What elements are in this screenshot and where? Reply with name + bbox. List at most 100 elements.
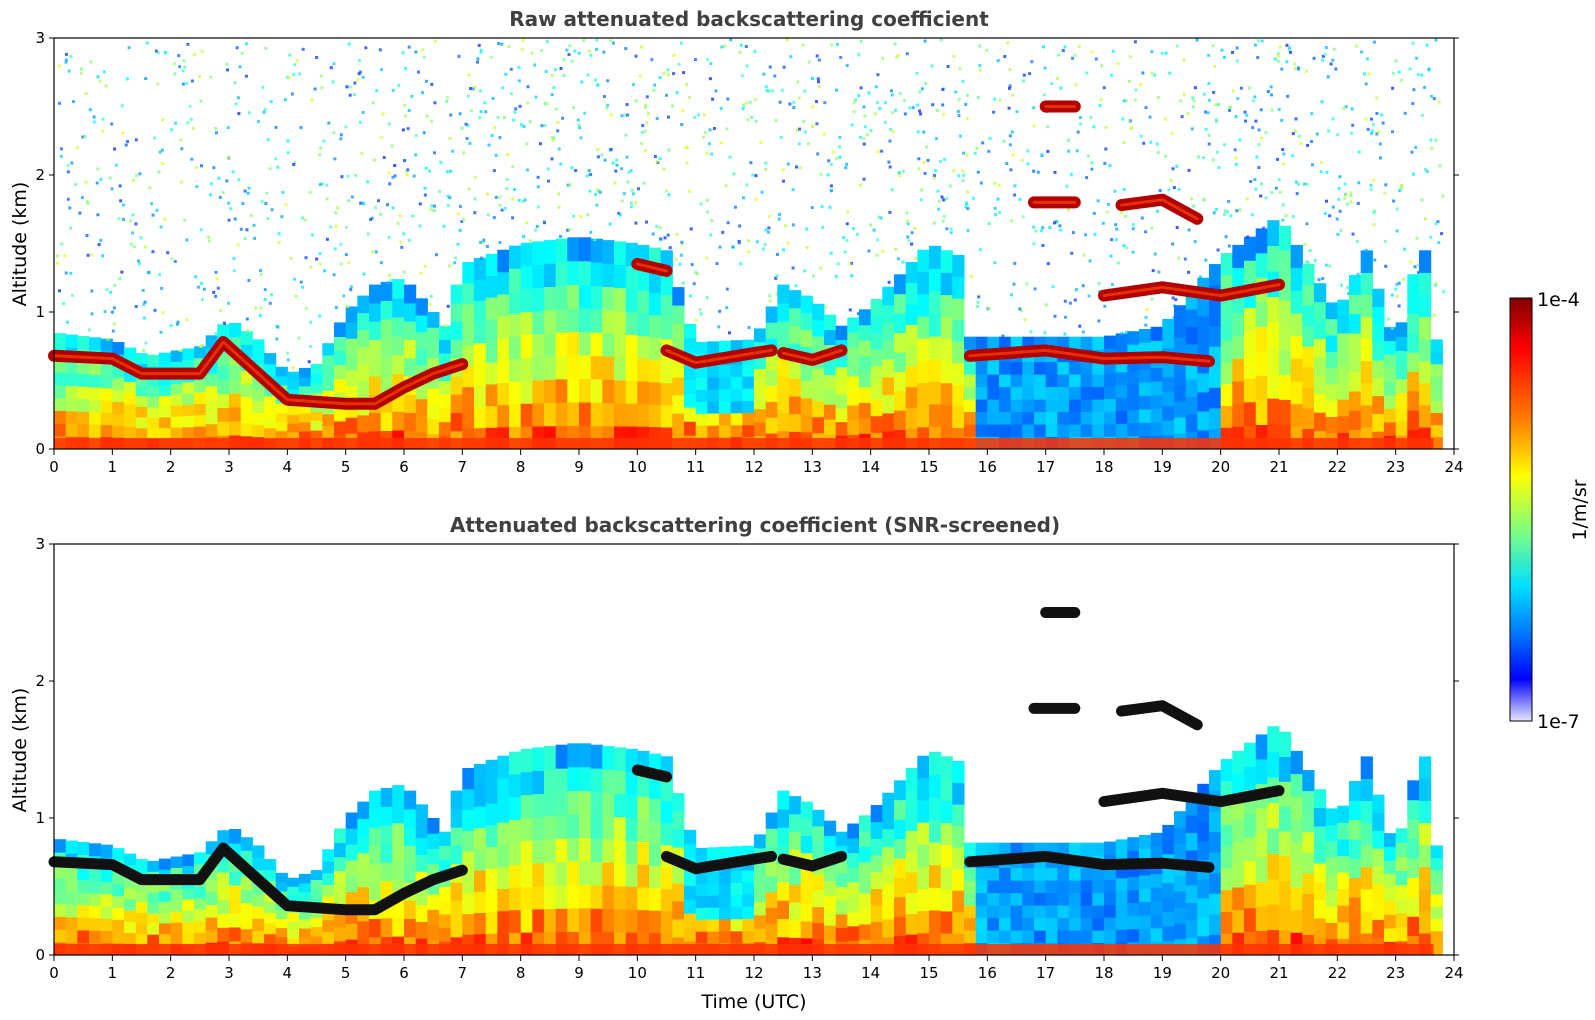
noise-speckle bbox=[301, 285, 304, 289]
aerosol-cell bbox=[77, 386, 90, 400]
noise-speckle bbox=[1376, 130, 1380, 134]
noise-speckle bbox=[1011, 93, 1015, 97]
aerosol-cell bbox=[182, 393, 195, 405]
noise-speckle bbox=[1171, 167, 1175, 171]
aerosol-cell bbox=[1209, 770, 1222, 792]
aerosol-cell bbox=[894, 799, 907, 820]
noise-speckle bbox=[639, 142, 643, 145]
aerosol-cell bbox=[1162, 318, 1175, 334]
aerosol-cell bbox=[532, 908, 545, 933]
noise-speckle bbox=[466, 124, 470, 128]
noise-speckle bbox=[1297, 182, 1300, 186]
noise-speckle bbox=[845, 238, 849, 242]
aerosol-cell bbox=[1127, 876, 1140, 891]
noise-speckle bbox=[768, 215, 772, 218]
noise-speckle bbox=[120, 270, 124, 274]
noise-speckle bbox=[339, 262, 343, 266]
noise-speckle bbox=[658, 76, 662, 80]
noise-speckle bbox=[270, 293, 273, 297]
aerosol-cell bbox=[509, 403, 522, 427]
noise-speckle bbox=[1440, 232, 1444, 236]
noise-speckle bbox=[1008, 67, 1012, 71]
aerosol-cell bbox=[894, 780, 907, 801]
aerosol-cell bbox=[1232, 244, 1245, 269]
aerosol-cell bbox=[1267, 751, 1280, 778]
noise-speckle bbox=[144, 77, 148, 81]
aerosol-cell bbox=[1430, 363, 1443, 377]
noise-speckle bbox=[678, 262, 682, 266]
aerosol-cell bbox=[590, 908, 603, 933]
aerosol-cell bbox=[567, 766, 580, 791]
aerosol-cell bbox=[369, 284, 382, 304]
noise-speckle bbox=[1100, 64, 1104, 68]
aerosol-cell bbox=[672, 377, 685, 396]
noise-speckle bbox=[1207, 98, 1211, 102]
aerosol-cell bbox=[89, 362, 102, 376]
noise-speckle bbox=[694, 58, 697, 61]
noise-speckle bbox=[942, 112, 946, 116]
noise-speckle bbox=[1274, 186, 1278, 190]
noise-speckle bbox=[509, 67, 513, 71]
aerosol-cell bbox=[54, 371, 67, 386]
aerosol-cell bbox=[882, 394, 895, 414]
noise-speckle bbox=[544, 70, 548, 74]
aerosol-cell bbox=[1244, 860, 1257, 885]
noise-speckle bbox=[994, 213, 998, 217]
aerosol-cell bbox=[1290, 335, 1303, 359]
x-tick-label: 18 bbox=[1094, 458, 1113, 476]
aerosol-cell bbox=[1360, 866, 1373, 890]
noise-speckle bbox=[613, 181, 617, 185]
noise-speckle bbox=[1430, 147, 1434, 150]
aerosol-cell bbox=[520, 771, 533, 796]
noise-speckle bbox=[1214, 207, 1218, 211]
aerosol-cell bbox=[544, 838, 557, 863]
noise-speckle bbox=[185, 238, 189, 242]
aerosol-cell bbox=[602, 838, 615, 863]
noise-speckle bbox=[95, 181, 99, 185]
noise-speckle bbox=[1204, 258, 1208, 262]
noise-speckle bbox=[784, 224, 788, 228]
aerosol-cell bbox=[1197, 391, 1210, 412]
aerosol-cell bbox=[1384, 887, 1397, 902]
noise-speckle bbox=[320, 182, 324, 186]
noise-speckle bbox=[562, 58, 566, 62]
aerosol-cell bbox=[1314, 844, 1327, 864]
aerosol-cell bbox=[275, 872, 288, 883]
aerosol-cell bbox=[847, 925, 860, 941]
aerosol-cell bbox=[917, 800, 930, 823]
aerosol-cell bbox=[1150, 340, 1163, 355]
aerosol-cell bbox=[754, 888, 767, 902]
noise-speckle bbox=[894, 247, 898, 251]
aerosol-cell bbox=[474, 763, 487, 786]
aerosol-cell bbox=[544, 815, 557, 840]
noise-speckle bbox=[393, 174, 397, 178]
noise-speckle bbox=[705, 198, 709, 202]
noise-speckle bbox=[1437, 100, 1441, 104]
aerosol-cell bbox=[1267, 726, 1280, 753]
noise-speckle bbox=[438, 190, 442, 194]
noise-speckle bbox=[791, 188, 795, 192]
aerosol-cell bbox=[1244, 837, 1257, 862]
noise-speckle bbox=[753, 97, 757, 101]
aerosol-cell bbox=[1174, 875, 1187, 892]
aerosol-cell bbox=[625, 840, 638, 864]
noise-speckle bbox=[666, 233, 670, 237]
noise-speckle bbox=[941, 103, 945, 107]
aerosol-cell bbox=[1139, 915, 1152, 929]
noise-speckle bbox=[869, 129, 873, 133]
noise-speckle bbox=[521, 38, 525, 42]
aerosol-cell bbox=[940, 822, 953, 846]
noise-speckle bbox=[448, 136, 452, 140]
noise-speckle bbox=[1286, 94, 1290, 98]
noise-speckle bbox=[1098, 104, 1102, 107]
noise-speckle bbox=[1096, 199, 1100, 203]
aerosol-cell bbox=[1244, 742, 1257, 767]
noise-speckle bbox=[412, 174, 416, 178]
noise-speckle bbox=[883, 120, 887, 124]
noise-speckle bbox=[110, 122, 114, 126]
noise-speckle bbox=[862, 142, 866, 146]
layer-edge-cloud-18h-21h bbox=[1102, 283, 1281, 298]
aerosol-cell bbox=[917, 338, 930, 361]
aerosol-cell bbox=[1104, 386, 1117, 400]
aerosol-cell bbox=[870, 888, 883, 906]
